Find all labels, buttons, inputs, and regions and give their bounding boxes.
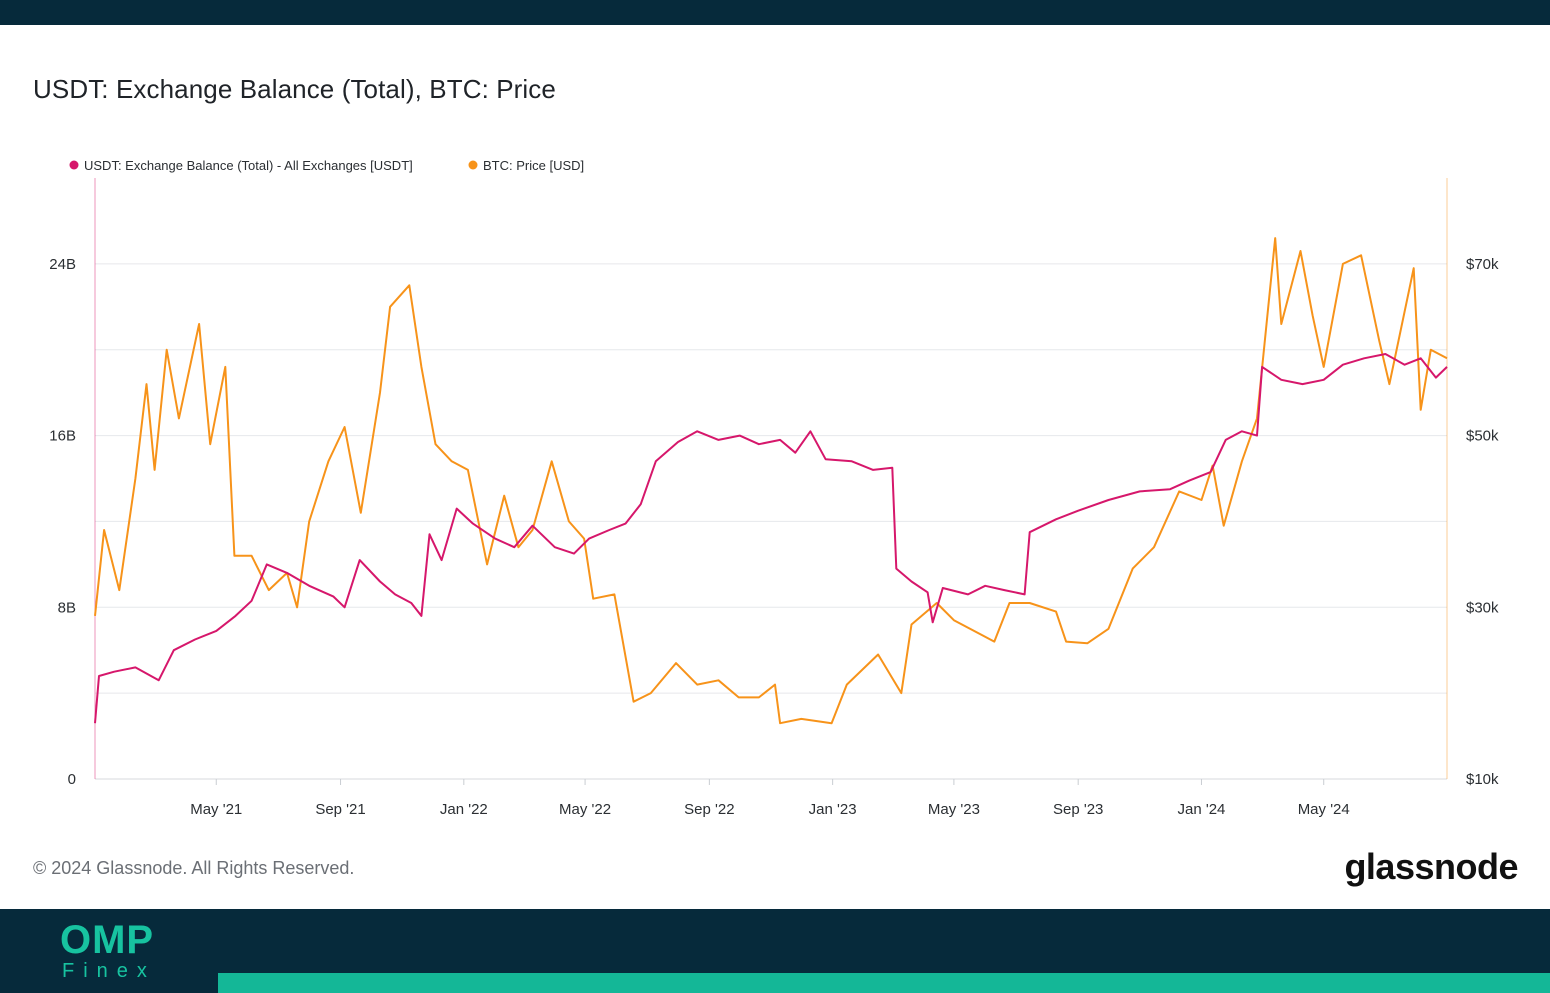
logo-main-text: OMP xyxy=(60,918,155,962)
omp-finex-logo: OMP Finex xyxy=(60,918,190,988)
y-left-tick-label: 8B xyxy=(58,599,76,616)
x-tick-label: May '22 xyxy=(559,801,611,818)
x-tick-label: May '24 xyxy=(1298,801,1350,818)
glassnode-logo: glassnode xyxy=(1344,846,1518,887)
usdt-balance-line xyxy=(94,353,1448,724)
legend-label: USDT: Exchange Balance (Total) - All Exc… xyxy=(84,158,413,173)
y-right-tick-label: $70k xyxy=(1466,256,1499,273)
legend-marker xyxy=(468,160,478,170)
y-right-tick-label: $50k xyxy=(1466,428,1499,445)
y-left-tick-label: 0 xyxy=(68,771,76,788)
x-tick-label: Jan '24 xyxy=(1178,801,1226,818)
top-bar xyxy=(0,0,1550,25)
x-tick-label: Jan '23 xyxy=(809,801,857,818)
btc-price-line xyxy=(94,237,1448,725)
y-right-tick-label: $10k xyxy=(1466,771,1499,788)
x-tick-label: Sep '23 xyxy=(1053,801,1103,818)
x-tick-label: Sep '22 xyxy=(684,801,734,818)
y-left-tick-label: 16B xyxy=(49,428,76,445)
chart-title: USDT: Exchange Balance (Total), BTC: Pri… xyxy=(33,74,556,104)
x-tick-label: Sep '21 xyxy=(315,801,365,818)
y-right-tick-label: $30k xyxy=(1466,599,1499,616)
legend-marker xyxy=(69,160,79,170)
x-tick-label: May '23 xyxy=(928,801,980,818)
copyright-text: © 2024 Glassnode. All Rights Reserved. xyxy=(33,858,355,878)
y-left-tick-label: 24B xyxy=(49,256,76,273)
chart-area: 0 8B 16B 24B $10k $30k $50k $70k May '21 Sep '21 J… xyxy=(49,158,1499,818)
logo-sub-text: Finex xyxy=(62,960,156,982)
footer-accent-strip xyxy=(218,973,1550,993)
x-tick-label: May '21 xyxy=(190,801,242,818)
legend-label: BTC: Price [USD] xyxy=(483,158,584,173)
x-tick-label: Jan '22 xyxy=(440,801,488,818)
